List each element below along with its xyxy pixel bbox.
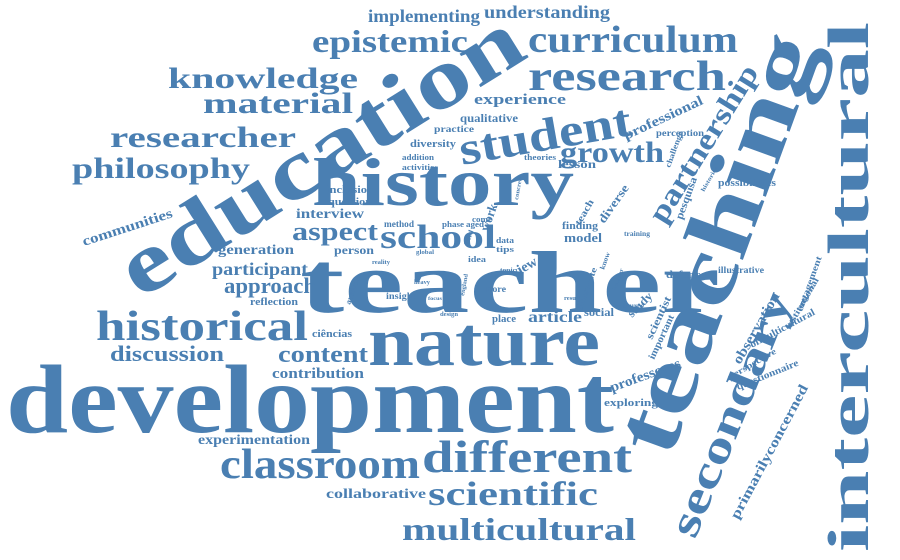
word-activities: activities: [402, 163, 438, 172]
word-material: material: [203, 87, 353, 120]
word-person: person: [334, 243, 374, 257]
word-multicultural: multicultural: [402, 511, 636, 547]
word-insight: insight: [386, 291, 416, 301]
word-historical: historical: [96, 304, 308, 350]
word-diversity: diversity: [410, 138, 457, 150]
word-philosophy: philosophy: [72, 152, 250, 185]
word-nature: nature: [368, 304, 600, 381]
word-knowledge: knowledge: [168, 62, 358, 95]
word-topic: topic: [500, 268, 516, 274]
word-experience: experience: [474, 92, 566, 108]
word-aspect: aspect: [292, 217, 378, 246]
word-contribution: contribution: [272, 366, 365, 382]
word-model: model: [564, 230, 602, 245]
word-researcher: researcher: [110, 121, 296, 154]
word-inclusion: inclusion: [326, 184, 374, 196]
word-classroom: classroom: [220, 442, 420, 488]
word-reflection: reflection: [250, 296, 298, 308]
word-growth: growth: [560, 136, 664, 169]
word-method: method: [384, 219, 414, 229]
word-discussion: discussion: [110, 341, 224, 366]
word-data: data: [496, 236, 514, 245]
word-generation: generation: [218, 243, 294, 258]
word-more: more: [484, 284, 506, 294]
word-social: social: [584, 305, 615, 319]
word-article: article: [528, 309, 582, 326]
word-qualitative: qualitative: [460, 111, 519, 125]
word-design: design: [440, 312, 459, 318]
word-addition: addition: [402, 153, 435, 162]
word-place: place: [492, 314, 517, 325]
word-experimentation: experimentation: [198, 433, 310, 448]
word-intercultural: intercultural: [816, 22, 881, 552]
word-curriculum: curriculum: [528, 19, 738, 61]
word-content: content: [278, 342, 368, 368]
word-aged: aged: [466, 220, 485, 229]
word-resource: resource: [616, 302, 644, 310]
word-ciencias: ciências: [312, 328, 353, 340]
word-research: research: [528, 54, 726, 100]
word-different: different: [422, 431, 633, 482]
word-tips: tips: [496, 245, 514, 254]
word-perception: perception: [656, 128, 704, 138]
word-scientific: scientific: [428, 476, 598, 513]
word-school: school: [380, 219, 496, 256]
word-result: result: [564, 296, 580, 302]
word-england: england: [460, 273, 470, 296]
word-understanding: understanding: [484, 2, 610, 22]
word-global: global: [416, 250, 434, 256]
word-diverse: diverse: [595, 181, 632, 226]
word-focus: focus: [428, 297, 442, 302]
word-reality: reality: [372, 260, 390, 266]
word-development: development: [6, 346, 614, 454]
word-participant: participant: [212, 259, 308, 279]
word-collaborative: collaborative: [326, 487, 426, 502]
word-defence: defence: [666, 270, 707, 281]
word-illustrative: illustrative: [718, 265, 764, 275]
word-heavy: heavy: [414, 280, 430, 286]
word-approach: approach: [224, 273, 316, 298]
word-question: question: [328, 197, 373, 208]
word-possibilities: possibilities: [718, 178, 776, 189]
word-training: training: [624, 230, 651, 238]
word-concrete: concrete: [514, 175, 524, 200]
word-epistemic: epistemic: [312, 23, 468, 59]
word-interview: interview: [296, 207, 365, 222]
word-exploring: exploring: [604, 397, 659, 409]
word-history: history: [312, 144, 574, 220]
word-come: come: [472, 215, 493, 224]
word-lesson: lesson: [558, 157, 596, 171]
word-implementing: implementing: [368, 6, 480, 26]
word-practice: practice: [434, 124, 474, 134]
word-teacher: teacher: [300, 235, 720, 332]
word-phase: phase: [442, 220, 465, 229]
word-idea: idea: [468, 255, 486, 264]
word-finding: finding: [562, 221, 598, 232]
word-theories: theories: [524, 153, 556, 162]
